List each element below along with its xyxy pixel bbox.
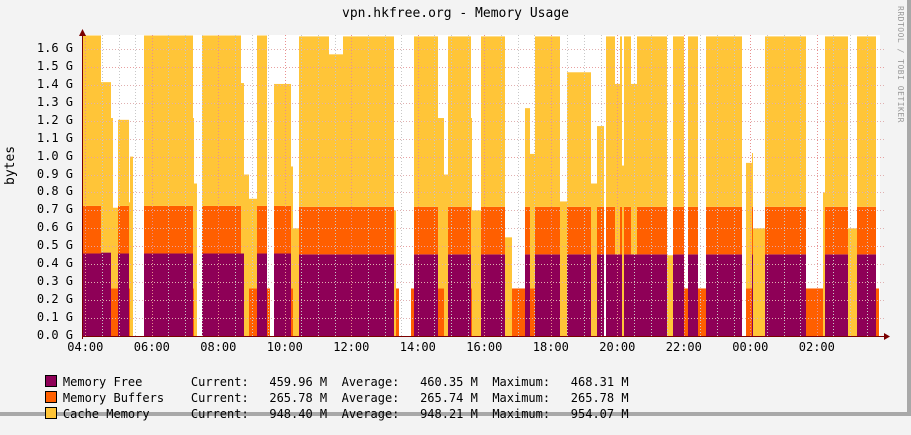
y-tick-label: 0.2 G bbox=[36, 292, 73, 307]
x-tick-label: 18:00 bbox=[532, 340, 569, 354]
legend-row-memory-free: Memory Free Current: 459.96 M Average: 46… bbox=[16, 361, 629, 403]
y-tick-label: 1.3 G bbox=[36, 94, 73, 109]
y-tick-label: 0.6 G bbox=[36, 220, 73, 235]
x-tick-label: 08:00 bbox=[200, 340, 237, 354]
y-tick-label: 0.7 G bbox=[36, 202, 73, 217]
x-tick-label: 00:00 bbox=[732, 340, 769, 354]
swatch-cache-memory bbox=[44, 407, 57, 419]
y-tick-label: 1.5 G bbox=[36, 58, 73, 73]
legend-row-cache-memory: Cache Memory Current: 948.40 M Average: 9… bbox=[16, 393, 629, 435]
x-tick-label: 16:00 bbox=[466, 340, 503, 354]
rrdtool-watermark: RRDTOOL / TOBI OETIKER bbox=[896, 6, 905, 123]
x-tick-label: 22:00 bbox=[665, 340, 702, 354]
y-tick-label: 1.2 G bbox=[36, 112, 73, 127]
x-tick-label: 02:00 bbox=[798, 340, 835, 354]
y-tick-label: 0.3 G bbox=[36, 274, 73, 289]
y-tick-label: 0.9 G bbox=[36, 166, 73, 181]
swatch-memory-buffers bbox=[44, 391, 57, 403]
chart-title: vpn.hkfree.org - Memory Usage bbox=[342, 6, 569, 21]
y-tick-label: 1.4 G bbox=[36, 76, 73, 91]
y-tick-label: 0.5 G bbox=[36, 238, 73, 253]
y-tick-label: 0.0 G bbox=[36, 328, 73, 342]
plot-area bbox=[79, 29, 890, 340]
y-tick-label: 0.1 G bbox=[36, 310, 73, 325]
y-tick-label: 0.8 G bbox=[36, 184, 73, 199]
x-tick-label: 12:00 bbox=[333, 340, 370, 354]
x-tick-label: 20:00 bbox=[599, 340, 636, 354]
y-tick-label: 1.1 G bbox=[36, 130, 73, 145]
y-tick-label: 1.0 G bbox=[36, 148, 73, 163]
y-tick-label: 0.4 G bbox=[36, 256, 73, 271]
x-tick-label: 14:00 bbox=[399, 340, 436, 354]
x-tick-label: 10:00 bbox=[266, 340, 303, 354]
y-tick-label: 1.6 G bbox=[36, 40, 73, 55]
x-tick-label: 04:00 bbox=[67, 340, 104, 354]
x-tick-label: 06:00 bbox=[133, 340, 170, 354]
swatch-memory-free bbox=[44, 375, 57, 387]
legend-row-memory-buffers: Memory Buffers Current: 265.78 M Average:… bbox=[16, 377, 629, 419]
